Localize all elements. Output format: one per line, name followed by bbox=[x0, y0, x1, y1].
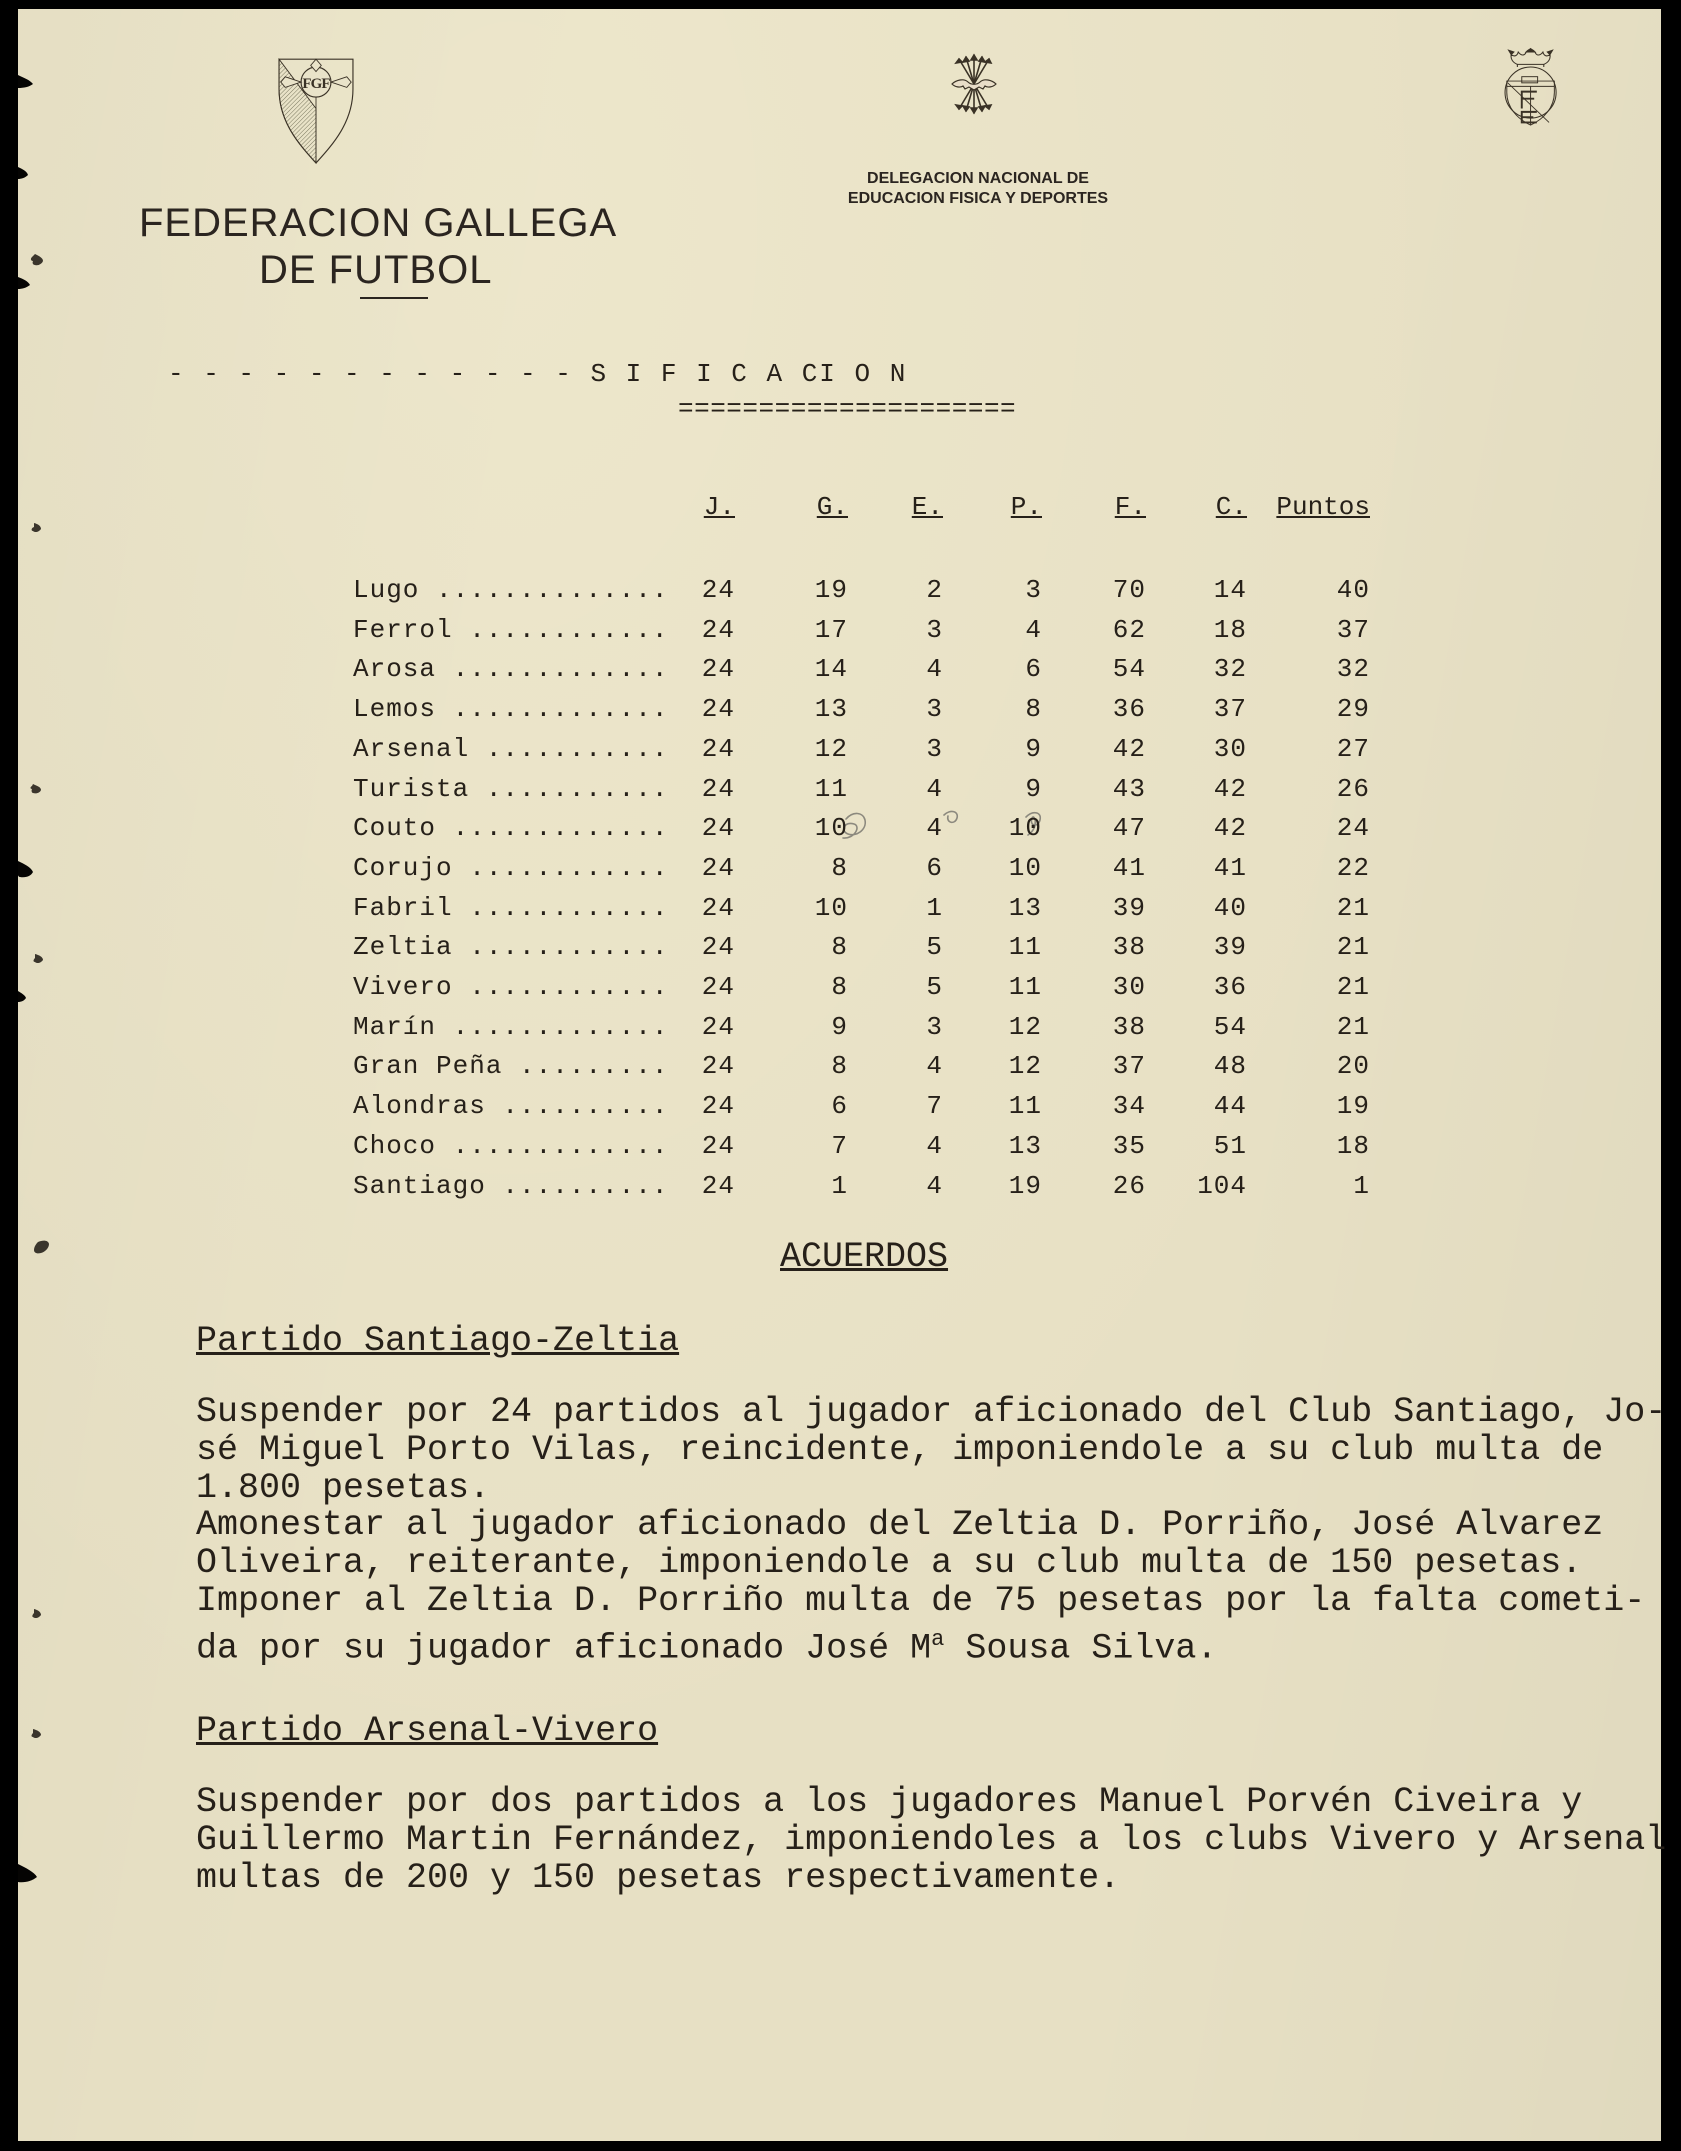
svg-text:FGF: FGF bbox=[302, 76, 330, 92]
